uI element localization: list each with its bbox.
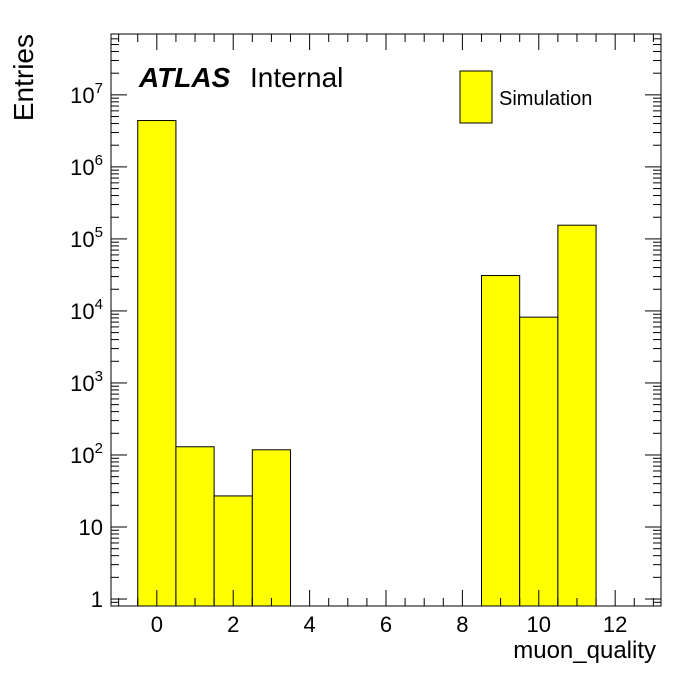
plot-frame [110, 33, 662, 607]
y-tick-label-2: 102 [70, 440, 103, 468]
x-tick-label-3: 6 [380, 612, 392, 637]
histogram-bar-2 [213, 495, 253, 607]
bars-layer [137, 120, 597, 607]
y-tick-label-5: 105 [70, 224, 103, 252]
atlas-annotation: ATLAS Internal [138, 62, 343, 93]
atlas-internal-label: Internal [250, 62, 343, 93]
x-tick-label-4: 8 [456, 612, 468, 637]
histogram-bar-1 [175, 446, 215, 607]
histogram-bar-5 [519, 316, 559, 607]
x-axis-label: muon_quality [513, 637, 656, 664]
y-tick-label-0: 1 [91, 587, 103, 612]
y-tick-label-3: 103 [70, 368, 103, 396]
histogram-bar-6 [557, 224, 597, 607]
y-tick-label-6: 106 [70, 152, 103, 180]
x-tick-label-6: 12 [603, 612, 627, 637]
histogram-bar-4 [480, 275, 521, 607]
legend-swatch [459, 70, 493, 124]
y-tick-label-4: 104 [70, 296, 103, 324]
y-tick-label-7: 107 [70, 80, 103, 108]
axes-layer: 0 2 4 6 8 10 12 1 10 102 103 104 105 106 107 [70, 33, 661, 637]
x-tick-label-0: 0 [151, 612, 163, 637]
histogram-bar-0 [137, 120, 177, 607]
atlas-bold-label: ATLAS [138, 62, 231, 93]
legend: Simulation [459, 70, 592, 124]
x-tick-label-5: 10 [527, 612, 551, 637]
legend-entry-label: Simulation [499, 88, 592, 110]
y-axis-label: Entries [8, 34, 39, 121]
histogram-bar-3 [251, 449, 292, 607]
x-tick-label-2: 4 [303, 612, 315, 637]
y-tick-label-1: 10 [79, 515, 103, 540]
x-tick-label-1: 2 [227, 612, 239, 637]
